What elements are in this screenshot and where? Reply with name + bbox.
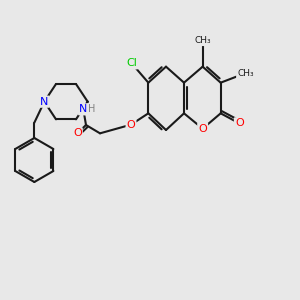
- Text: CH₃: CH₃: [237, 70, 253, 79]
- Text: O: O: [73, 128, 82, 138]
- Text: N: N: [79, 104, 88, 114]
- Text: Cl: Cl: [126, 58, 137, 68]
- Text: N: N: [40, 97, 49, 107]
- Text: O: O: [235, 118, 244, 128]
- Text: O: O: [127, 120, 135, 130]
- Text: CH₃: CH₃: [194, 36, 211, 45]
- Text: O: O: [198, 124, 207, 134]
- Text: H: H: [88, 104, 95, 114]
